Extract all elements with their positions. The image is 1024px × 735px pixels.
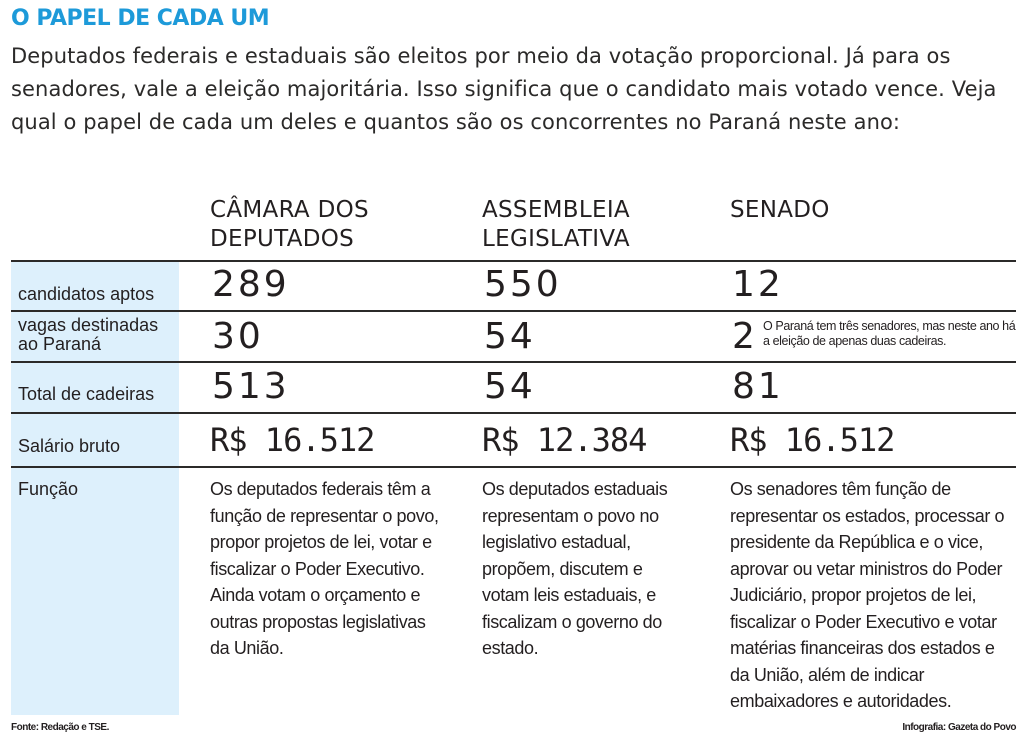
text-line: função de representar o povo, [210, 505, 439, 526]
text-line: Ainda votam o orçamento e [210, 585, 421, 605]
row-divider [11, 310, 1016, 312]
text-line: da União. [210, 638, 284, 658]
text-line: fiscalizar o Poder Executivo. [210, 558, 425, 579]
text-line: Judiciário, propor projetos de lei, [730, 585, 977, 605]
row-label-line: ao Paraná [18, 334, 102, 354]
text-line: matérias financeiras dos estados e [730, 638, 995, 658]
text-line: aprovar ou vetar ministros do Poder [730, 558, 1003, 579]
text-line: outras propostas legislativas [210, 611, 426, 632]
text-line: propõem, discutem e [482, 558, 643, 579]
column-header-line: ASSEMBLEIA [482, 197, 630, 223]
row-label-candidatos-aptos: candidatos aptos [18, 284, 155, 304]
text-line: Os deputados federais têm a [210, 479, 431, 499]
text-line: fiscalizam o governo do [482, 611, 662, 632]
row-divider [11, 361, 1016, 363]
cell-total-camara: 513 [212, 366, 290, 407]
text-line: da União, além de indicar [730, 664, 925, 685]
row-divider [11, 466, 1016, 468]
cell-funcao-assembleia: Os deputados estaduais representam o pov… [482, 476, 668, 662]
column-header-assembleia: ASSEMBLEIA LEGISLATIVA [482, 196, 630, 254]
cell-candidatos-camara: 289 [212, 264, 290, 305]
cell-vagas-senado: 2 [732, 316, 758, 357]
column-header-line: SENADO [730, 197, 830, 223]
text-line: embaixadores e autoridades. [730, 691, 952, 711]
column-header-line: LEGISLATIVA [482, 226, 630, 252]
row-label-total-cadeiras: Total de cadeiras [18, 384, 155, 404]
text-line: presidente da República e o vice, [730, 532, 983, 552]
senado-vagas-note: O Paraná tem três senadores, mas neste a… [763, 319, 1016, 348]
text-line: fiscalizar o Poder Executivo e votar [730, 611, 997, 632]
cell-total-assembleia: 54 [484, 366, 536, 407]
row-label-column [11, 261, 179, 715]
cell-candidatos-senado: 12 [732, 264, 784, 305]
cell-salario-senado: R$ 16.512 [730, 421, 895, 459]
source-credit: Fonte: Redação e TSE. [11, 722, 109, 733]
text-line: propor projetos de lei, votar e [210, 532, 432, 552]
text-line: legislativo estadual, [482, 532, 631, 552]
text-line: estado. [482, 638, 539, 658]
column-header-line: DEPUTADOS [210, 226, 355, 252]
infographic-credit: Infografia: Gazeta do Povo [902, 722, 1016, 733]
cell-vagas-camara: 30 [212, 316, 264, 357]
row-divider [11, 412, 1016, 414]
text-line: representar os estados, processar o [730, 505, 1005, 526]
row-label-salario: Salário bruto [18, 436, 121, 456]
intro-paragraph: Deputados federais e estaduais são eleit… [11, 44, 997, 134]
cell-candidatos-assembleia: 550 [484, 264, 562, 305]
infographic-title: O PAPEL DE CADA UM [11, 6, 270, 31]
row-divider [11, 260, 1016, 262]
text-line: representam o povo no [482, 505, 659, 526]
cell-total-senado: 81 [732, 366, 784, 407]
text-line: Os senadores têm função de [730, 479, 951, 499]
cell-funcao-camara: Os deputados federais têm a função de re… [210, 476, 439, 662]
text-line: Os deputados estaduais [482, 479, 668, 499]
row-label-line: vagas destinadas [18, 315, 159, 335]
text-line: votam leis estaduais, e [482, 585, 656, 605]
column-header-line: CÂMARA DOS [210, 197, 369, 223]
column-header-camara: CÂMARA DOS DEPUTADOS [210, 196, 369, 254]
cell-funcao-senado: Os senadores têm função de representar o… [730, 476, 1005, 715]
cell-vagas-assembleia: 54 [484, 316, 536, 357]
row-label-vagas: vagas destinadas ao Paraná [18, 316, 158, 354]
cell-salario-camara: R$ 16.512 [210, 421, 375, 459]
cell-salario-assembleia: R$ 12.384 [482, 421, 647, 459]
column-header-senado: SENADO [730, 196, 830, 225]
row-label-funcao: Função [18, 479, 79, 499]
